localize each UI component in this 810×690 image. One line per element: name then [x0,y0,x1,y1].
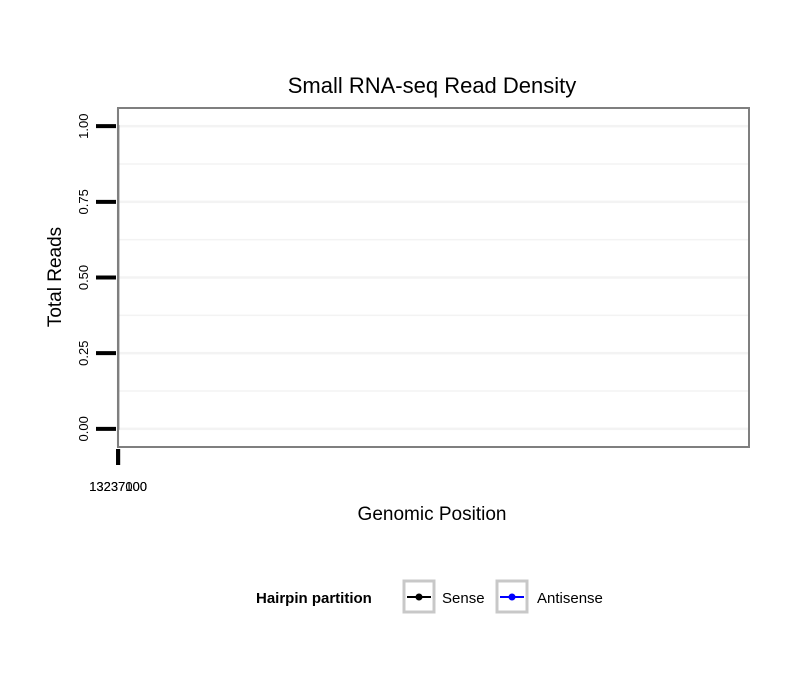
y-tick-label: 0.00 [76,416,91,441]
legend: Hairpin partition Sense Antisense [256,579,603,614]
chart-title: Small RNA-seq Read Density [288,73,577,98]
legend-item-antisense: Antisense [495,579,603,614]
legend-label-antisense: Antisense [537,590,603,607]
x-tick-label: 13237100 [89,479,147,494]
y-axis: 0.00 0.25 0.50 0.75 1.00 [76,114,116,441]
plot-panel [116,107,750,448]
y-tick-label: 1.00 [76,114,91,139]
legend-point-sense [415,593,423,601]
x-tick-label: 13237000 [89,479,147,494]
legend-point-antisense [508,593,516,601]
legend-item-sense: Sense [402,579,485,614]
y-axis-title: Total Reads [45,227,66,327]
legend-label-sense: Sense [442,590,485,607]
plot-border [117,107,750,448]
y-tick-label: 0.50 [76,265,91,290]
y-tick-label: 0.75 [76,189,91,214]
legend-title: Hairpin partition [256,590,372,607]
x-axis-title: Genomic Position [358,504,507,525]
y-tick-label: 0.25 [76,341,91,366]
